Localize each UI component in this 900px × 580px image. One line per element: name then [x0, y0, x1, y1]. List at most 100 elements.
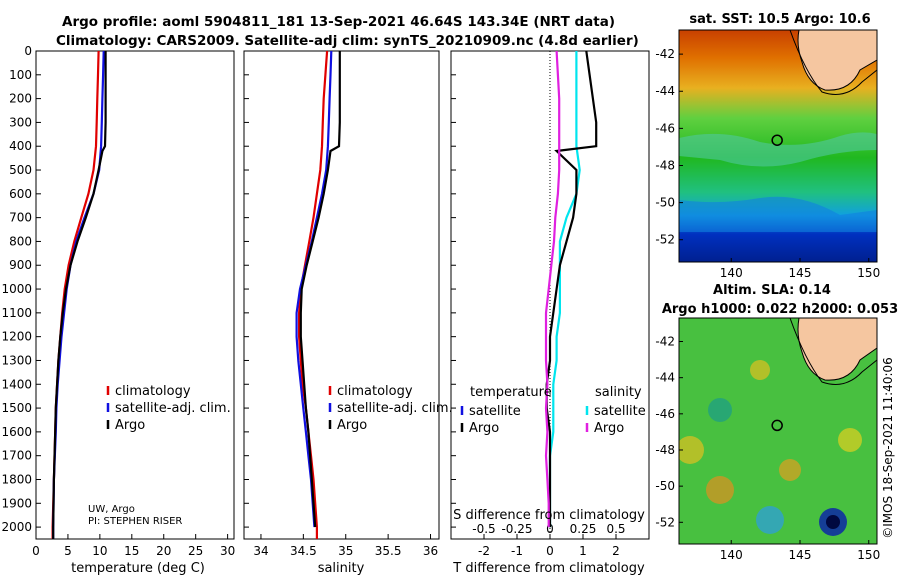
x-tick-label: 1 — [579, 544, 587, 558]
x-tick-label: 35.5 — [375, 544, 402, 558]
sla-map-subtitle: Argo h1000: 0.022 h2000: 0.053 — [662, 302, 898, 317]
map-y-tick-label: -52 — [655, 233, 675, 247]
x-tick-label: 0 — [546, 544, 554, 558]
sst-cold-band — [679, 196, 877, 232]
x-tick-label: 35 — [338, 544, 353, 558]
legend-label: satellite — [594, 404, 646, 419]
y-tick-label: 1500 — [1, 401, 32, 415]
y-tick-label: 900 — [9, 258, 32, 272]
figure-title-line2: Climatology: CARS2009. Satellite-adj cli… — [56, 33, 639, 49]
x-tick-label: 36 — [423, 544, 438, 558]
legend-label: Argo — [469, 421, 499, 436]
sst-map-frame — [678, 29, 878, 263]
sla-eddy — [756, 506, 784, 534]
shelf-contour-sla — [789, 318, 877, 385]
legend-label: Argo — [594, 421, 624, 436]
top-x-tick-label: 0.25 — [570, 522, 597, 536]
sla-map-ticks: 140 145 150 -42 -44 -46 -48 -50 -52 — [655, 335, 880, 562]
x-tick-label: 34.5 — [290, 544, 317, 558]
x-tick-label: 20 — [156, 544, 171, 558]
y-tick-label: 500 — [9, 163, 32, 177]
y-tick-label: 1100 — [1, 306, 32, 320]
top-x-tick-label: 0 — [546, 522, 554, 536]
y-tick-label: 400 — [9, 139, 32, 153]
sla-eddy — [708, 398, 732, 422]
y-tick-label: 100 — [9, 68, 32, 82]
map-y-tick-label: -44 — [655, 371, 675, 385]
series-line-argo — [52, 51, 107, 539]
credit-timestamp: ©IMOS 18-Sep-2021 11:40:06 — [881, 357, 895, 539]
series-line-salinity-argo — [547, 51, 576, 527]
temperature-axes: 0 5 10 15 20 25 300100200300400500600700800900… — [1, 44, 235, 558]
map-x-tick-label: 140 — [720, 548, 743, 562]
legend-label: Argo — [337, 418, 367, 433]
top-x-tick-label: -0.5 — [472, 522, 495, 536]
y-tick-label: 1400 — [1, 377, 32, 391]
salinity-plot-frame — [243, 50, 440, 540]
sla-eddy — [838, 428, 862, 452]
sla-map-title: Altim. SLA: 0.14 — [713, 283, 831, 298]
sla-eddy — [706, 476, 734, 504]
argo-position-marker-sla — [771, 419, 783, 432]
map-x-tick-label: 150 — [857, 548, 880, 562]
y-tick-label: 1000 — [1, 282, 32, 296]
legend-group-heading: salinity — [595, 385, 642, 400]
legend-label: climatology — [115, 384, 191, 399]
series-line-temperature-argo — [545, 50, 598, 528]
map-x-tick-label: 140 — [720, 266, 743, 280]
map-x-tick-label: 150 — [857, 266, 880, 280]
y-tick-label: 1900 — [1, 496, 32, 510]
map-y-tick-label: -50 — [655, 479, 675, 493]
salinity-xlabel: salinity — [318, 561, 365, 576]
x-tick-label: 5 — [64, 544, 72, 558]
sst-map-image — [679, 30, 877, 262]
argo-position-marker-sst — [771, 134, 783, 146]
difference-axes: -2 -1 0 1 2 -0.5 -0.25 0 0.25 0.5 temperature satel… — [450, 50, 650, 558]
map-y-tick-label: -48 — [655, 158, 675, 172]
series-line-satellite-adj-clim- — [295, 50, 333, 528]
x-tick-label: 30 — [220, 544, 235, 558]
sla-map-frame — [678, 317, 878, 545]
map-x-tick-label: 145 — [789, 548, 812, 562]
map-y-tick-label: -46 — [655, 407, 675, 421]
x-tick-label: 10 — [92, 544, 107, 558]
map-y-tick-label: -48 — [655, 443, 675, 457]
legend-group-heading: temperature — [470, 385, 552, 400]
y-tick-label: 600 — [9, 187, 32, 201]
tasmania-landmass-sla — [797, 318, 877, 381]
legend-label: Argo — [115, 418, 145, 433]
y-tick-label: 2000 — [1, 520, 32, 534]
legend-label: satellite-adj. clim. — [115, 401, 231, 416]
x-tick-label: 2 — [612, 544, 620, 558]
figure-title-line1: Argo profile: aoml 5904811_181 13-Sep-20… — [62, 14, 616, 30]
map-y-tick-label: -44 — [655, 84, 675, 98]
series-line-salinity-satellite — [544, 50, 561, 528]
x-tick-label: 25 — [188, 544, 203, 558]
x-tick-label: 34 — [253, 544, 268, 558]
diff-xlabel: T difference from climatology — [452, 561, 645, 576]
sst-map-ticks: 140 145 150 -42 -44 -46 -48 -50 -52 — [655, 47, 880, 280]
top-x-tick-label: 0.5 — [606, 522, 625, 536]
map-y-tick-label: -50 — [655, 196, 675, 210]
diff-top-axis-label: S difference from climatology — [453, 508, 645, 523]
map-y-tick-label: -46 — [655, 121, 675, 135]
sla-eddy — [679, 436, 704, 464]
salinity-axes: 34 34.5 35 35.5 36 climatology satellite-adj. … — [243, 50, 453, 558]
y-tick-label: 700 — [9, 211, 32, 225]
x-tick-label: -2 — [478, 544, 490, 558]
x-tick-label: 15 — [124, 544, 139, 558]
y-tick-label: 800 — [9, 234, 32, 248]
temperature-xlabel: temperature (deg C) — [71, 561, 205, 576]
top-x-tick-label: -0.25 — [501, 522, 532, 536]
map-y-tick-label: -42 — [655, 335, 675, 349]
y-tick-label: 1200 — [1, 330, 32, 344]
series-line-temperature-satellite — [548, 51, 581, 528]
sst-map-title: sat. SST: 10.5 Argo: 10.6 — [689, 12, 870, 27]
y-tick-label: 200 — [9, 92, 32, 106]
temperature-plot-frame — [35, 50, 235, 540]
y-tick-label: 1600 — [1, 425, 32, 439]
map-x-tick-label: 145 — [789, 266, 812, 280]
x-tick-label: -1 — [511, 544, 523, 558]
shelf-contour-sst — [789, 30, 877, 95]
